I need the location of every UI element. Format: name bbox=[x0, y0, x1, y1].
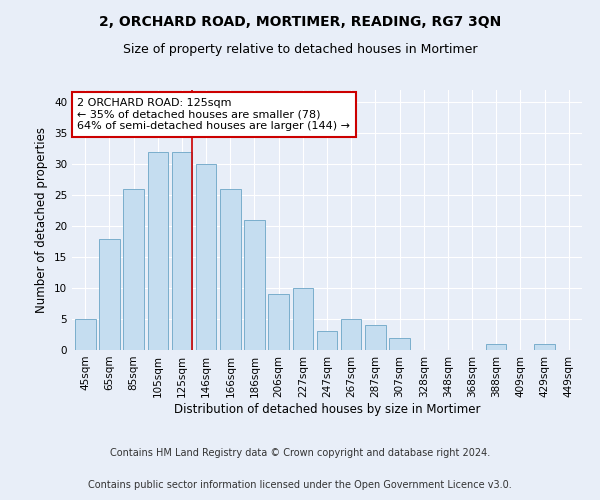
Bar bbox=[244, 220, 265, 350]
Bar bbox=[365, 325, 386, 350]
Text: 2 ORCHARD ROAD: 125sqm
← 35% of detached houses are smaller (78)
64% of semi-det: 2 ORCHARD ROAD: 125sqm ← 35% of detached… bbox=[77, 98, 350, 131]
Bar bbox=[196, 164, 217, 350]
Bar bbox=[317, 332, 337, 350]
Bar bbox=[148, 152, 168, 350]
Bar bbox=[99, 238, 120, 350]
Text: 2, ORCHARD ROAD, MORTIMER, READING, RG7 3QN: 2, ORCHARD ROAD, MORTIMER, READING, RG7 … bbox=[99, 15, 501, 29]
Bar bbox=[389, 338, 410, 350]
Bar bbox=[220, 189, 241, 350]
Bar bbox=[268, 294, 289, 350]
Bar bbox=[124, 189, 144, 350]
Bar bbox=[486, 344, 506, 350]
Text: Contains public sector information licensed under the Open Government Licence v3: Contains public sector information licen… bbox=[88, 480, 512, 490]
Bar bbox=[341, 319, 361, 350]
Bar bbox=[172, 152, 192, 350]
Y-axis label: Number of detached properties: Number of detached properties bbox=[35, 127, 49, 313]
Text: Size of property relative to detached houses in Mortimer: Size of property relative to detached ho… bbox=[123, 42, 477, 56]
Bar bbox=[293, 288, 313, 350]
Bar bbox=[534, 344, 555, 350]
Bar bbox=[75, 319, 95, 350]
X-axis label: Distribution of detached houses by size in Mortimer: Distribution of detached houses by size … bbox=[174, 402, 480, 415]
Text: Contains HM Land Registry data © Crown copyright and database right 2024.: Contains HM Land Registry data © Crown c… bbox=[110, 448, 490, 458]
